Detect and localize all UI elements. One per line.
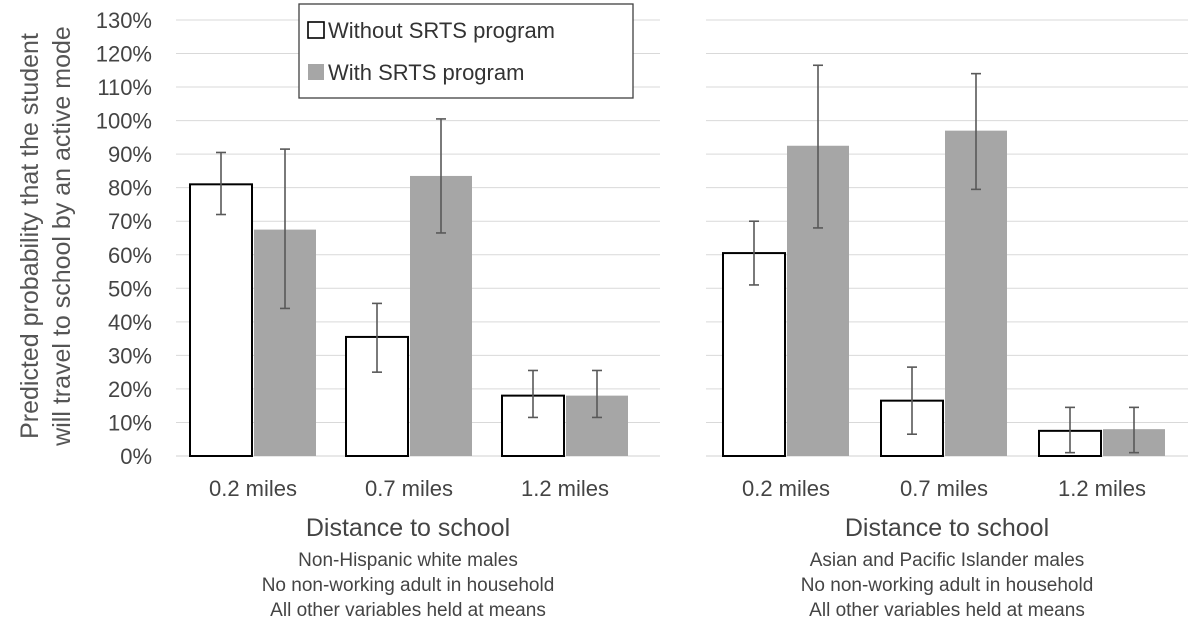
y-axis-label: Predicted probability that the student: [16, 33, 44, 439]
y-tick-label: 80%: [108, 176, 152, 201]
y-axis-label: will travel to school by an active mode: [48, 26, 76, 447]
y-tick-label: 120%: [96, 42, 152, 67]
legend: Without SRTS program With SRTS program: [298, 3, 634, 99]
category-label: 0.2 miles: [742, 476, 830, 501]
y-tick-label: 30%: [108, 343, 152, 368]
panel-note: Asian and Pacific Islander males: [810, 550, 1085, 571]
x-axis-title: Distance to school: [306, 514, 510, 542]
category-label: 1.2 miles: [521, 476, 609, 501]
y-tick-label: 110%: [97, 75, 152, 100]
panel-note: No non-working adult in household: [801, 575, 1094, 596]
y-tick-label: 130%: [96, 8, 152, 33]
y-tick-label: 40%: [108, 310, 152, 335]
bars: [189, 130, 1165, 458]
category-label: 0.7 miles: [365, 476, 453, 501]
y-tick-label: 10%: [108, 410, 152, 435]
legend-swatch-with: [308, 64, 324, 80]
x-axis-title: Distance to school: [845, 514, 1049, 542]
labels: 0% 10% 20% 30% 40% 50% 60% 70% 80% 90% 100% 110% 120…: [16, 8, 1146, 621]
legend-swatch-without: [307, 21, 325, 39]
bar-without-srts: [189, 183, 253, 458]
y-tick-label: 90%: [108, 142, 152, 167]
panel-note: No non-working adult in household: [262, 575, 555, 596]
y-tick-label: 50%: [108, 276, 152, 301]
legend-box: [298, 3, 634, 99]
panel-note: All other variables held at means: [809, 600, 1085, 621]
error-bars: [216, 64, 1139, 454]
panel-note: Non-Hispanic white males: [298, 550, 518, 571]
y-tick-label: 60%: [108, 243, 152, 268]
legend-label: Without SRTS program: [328, 18, 555, 43]
category-label: 0.2 miles: [209, 476, 297, 501]
y-tick-label: 100%: [96, 109, 152, 134]
y-tick-label: 70%: [108, 209, 152, 234]
legend-label: With SRTS program: [328, 60, 524, 85]
y-tick-label: 20%: [108, 377, 152, 402]
category-label: 1.2 miles: [1058, 476, 1146, 501]
panel-note: All other variables held at means: [270, 600, 546, 621]
y-tick-label: 0%: [120, 444, 152, 469]
category-label: 0.7 miles: [900, 476, 988, 501]
